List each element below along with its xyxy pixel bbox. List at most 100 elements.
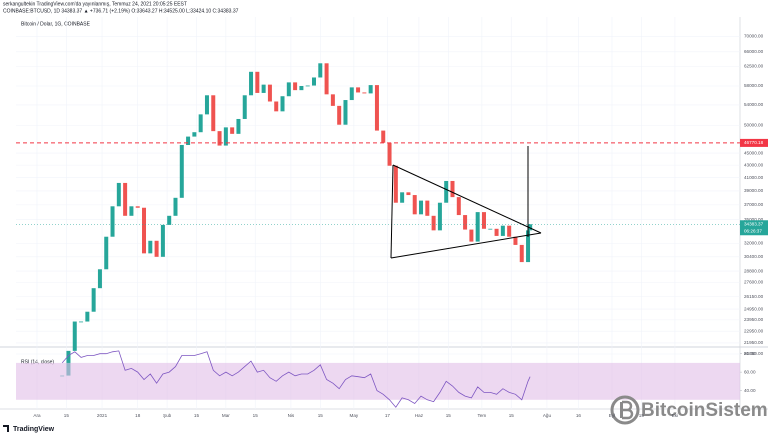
x-tick-label: Nis <box>288 413 295 418</box>
triangle-lower <box>390 232 542 259</box>
candle <box>469 229 474 242</box>
candle <box>179 145 184 198</box>
candle <box>324 63 329 95</box>
candle <box>286 82 291 97</box>
candle <box>211 95 216 132</box>
candle <box>79 321 84 323</box>
y-tick-label: 60.00 <box>744 369 756 374</box>
x-tick-label: 15 <box>639 413 645 418</box>
y-tick-label: 50000.00 <box>744 122 764 127</box>
watermark-circle <box>610 395 640 425</box>
tv-logo-icon <box>3 425 9 432</box>
plot-area <box>16 17 742 409</box>
x-tick-label: 15 <box>446 413 452 418</box>
candle <box>154 240 159 257</box>
rsi-line <box>61 350 531 408</box>
candle <box>72 321 77 351</box>
drawings <box>390 146 542 259</box>
x-tick-label: Eki <box>672 413 678 418</box>
candle <box>186 136 191 146</box>
candle <box>343 100 348 125</box>
candle <box>299 86 304 91</box>
candle <box>513 236 518 245</box>
triangle-base <box>390 164 394 259</box>
candle <box>91 288 96 312</box>
watermark-text: BitcoinSistemi <box>641 400 768 421</box>
candle <box>255 71 260 93</box>
y-tick-label: 37000.00 <box>744 202 764 207</box>
x-tick-label: 17 <box>385 413 391 418</box>
candle <box>500 225 505 236</box>
x-tick-label: 15 <box>253 413 259 418</box>
candle <box>368 85 373 94</box>
candle <box>475 212 480 242</box>
candle <box>311 77 316 86</box>
quote-line: COINBASE:BTCUSD, 1D 34383.37 ▲ +736.71 (… <box>3 8 239 14</box>
candle <box>387 142 392 166</box>
candle <box>280 96 285 112</box>
candle <box>362 92 367 94</box>
candle <box>444 180 449 203</box>
candle <box>431 215 436 231</box>
candle <box>488 228 493 230</box>
candle <box>400 192 405 203</box>
y-tick-label: 23950.00 <box>744 317 764 322</box>
candle <box>456 197 461 216</box>
y-tick-label: 62500.00 <box>744 63 764 68</box>
chart-title: Bitcoin / Dolar, 1G, COINBASE <box>21 21 91 27</box>
candle <box>519 244 524 263</box>
candle <box>135 206 140 208</box>
candle <box>481 212 486 229</box>
y-tick-label: 35000.00 <box>744 217 764 222</box>
triangle-upper <box>392 164 542 234</box>
y-tick-label: 22950.00 <box>744 328 764 333</box>
y-tick-label: 41000.00 <box>744 175 764 180</box>
rsi-title: RSI (14, close) <box>21 359 54 365</box>
y-tick-label: 39000.00 <box>744 188 764 193</box>
tradingview-logo: TradingView <box>13 426 55 433</box>
candle <box>104 236 109 270</box>
y-tick-label: 24950.00 <box>744 306 764 311</box>
candle <box>337 105 342 125</box>
y-tick-label: 40.00 <box>744 388 756 393</box>
x-tick-label: Eyl <box>609 413 615 418</box>
candle <box>198 114 203 133</box>
candle <box>437 202 442 231</box>
candle <box>148 240 153 254</box>
candle <box>249 71 254 96</box>
y-tick-label: 43000.00 <box>744 162 764 167</box>
x-tick-label: 2021 <box>97 413 108 418</box>
y-tick-label: 32000.00 <box>744 240 764 245</box>
x-tick-label: 15 <box>318 413 324 418</box>
rsi-band <box>16 362 740 400</box>
last-price-label: 34383.37 <box>744 221 764 226</box>
candle <box>242 95 247 119</box>
x-tick-label: Mar <box>222 413 230 418</box>
candle <box>419 200 424 215</box>
countdown-label: 06:26:37 <box>744 228 762 233</box>
candle <box>110 206 115 237</box>
candle <box>463 215 468 230</box>
candle <box>528 224 533 231</box>
y-tick-label: 70000.00 <box>744 33 764 38</box>
x-tick-label: Şub <box>163 413 172 418</box>
candle <box>356 87 361 93</box>
candle <box>374 85 379 131</box>
candle <box>293 82 298 91</box>
candle <box>129 206 134 216</box>
watermark-logo <box>610 395 640 425</box>
x-tick-label: 15 <box>194 413 200 418</box>
candle <box>236 118 241 134</box>
candle <box>85 311 90 322</box>
y-tick-label: 66000.00 <box>744 49 764 54</box>
watermark-glyph <box>622 400 634 420</box>
candle <box>526 230 531 263</box>
candle <box>425 200 430 216</box>
x-tick-label: 18 <box>135 413 141 418</box>
candle <box>123 182 128 216</box>
candle <box>261 84 266 93</box>
candle <box>393 165 398 203</box>
candle <box>267 84 272 102</box>
